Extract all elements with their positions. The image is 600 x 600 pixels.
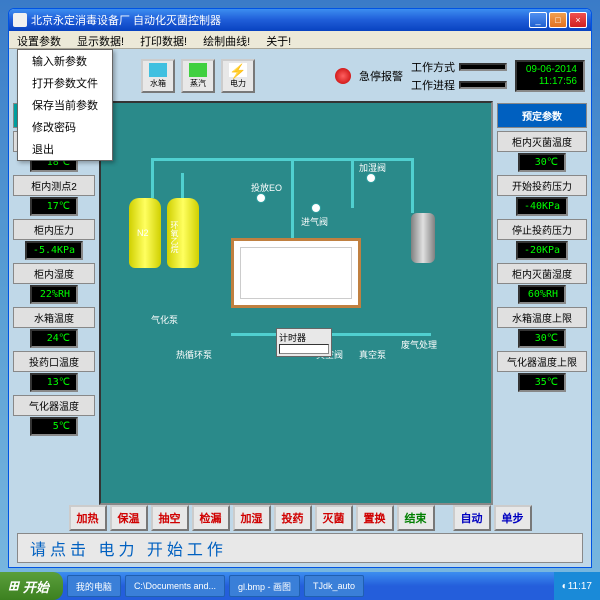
dropdown-new-params[interactable]: 输入新参数 xyxy=(18,50,112,72)
task-button[interactable]: gl.bmp - 画图 xyxy=(229,575,300,597)
prompt-bar: 请点击 电力 开始工作 xyxy=(17,533,583,563)
valve-icon xyxy=(311,203,321,213)
valve-icon xyxy=(256,193,266,203)
maximize-button[interactable]: □ xyxy=(549,12,567,28)
alarm-indicator xyxy=(335,68,351,84)
sterilize-chamber xyxy=(231,238,361,308)
menu-print[interactable]: 打印数据! xyxy=(132,31,195,48)
minimize-button[interactable]: _ xyxy=(529,12,547,28)
close-button[interactable]: × xyxy=(569,12,587,28)
process-diagram: N2 环氧乙烷 投放EO 进气阀 加湿阀 气化泵 热循环泵 真空阀 真空泵 废气… xyxy=(99,101,493,505)
timer-box: 计时器 xyxy=(276,328,332,357)
settings-dropdown: 输入新参数 打开参数文件 保存当前参数 修改密码 退出 xyxy=(17,49,113,161)
humidifier-tank xyxy=(411,213,435,263)
alarm-label: 急停报警 xyxy=(359,68,403,84)
keep-button[interactable]: 保温 xyxy=(110,505,148,531)
task-button[interactable]: TJdk_auto xyxy=(304,575,364,597)
app-icon xyxy=(13,13,27,27)
process-buttons: 加热 保温 抽空 检漏 加湿 投药 灭菌 置换 结束 自动 单步 xyxy=(11,505,589,531)
vacuum-button[interactable]: 抽空 xyxy=(151,505,189,531)
status-item: 气化器温度5℃ xyxy=(13,395,95,436)
task-button[interactable]: C:\Documents and... xyxy=(125,575,225,597)
menu-about[interactable]: 关于! xyxy=(258,31,299,48)
menu-settings[interactable]: 设置参数 xyxy=(9,31,69,48)
status-item: 柜内压力-5.4KPa xyxy=(13,219,95,260)
dose-button[interactable]: 投药 xyxy=(274,505,312,531)
water-tank-button[interactable]: 水箱 xyxy=(141,59,175,93)
progress-value xyxy=(459,81,507,89)
datetime-display: 09-06-201411:17:56 xyxy=(515,60,585,92)
param-item: 开始投药压力-40KPa xyxy=(497,175,587,216)
titlebar: 北京永定消毒设备厂 自动化灭菌控制器 _ □ × xyxy=(9,9,591,31)
right-header: 预定参数 xyxy=(497,103,587,128)
param-item: 气化器温度上限35℃ xyxy=(497,351,587,392)
app-window: 北京永定消毒设备厂 自动化灭菌控制器 _ □ × 设置参数 显示数据! 打印数据… xyxy=(8,8,592,568)
replace-button[interactable]: 置换 xyxy=(356,505,394,531)
window-title: 北京永定消毒设备厂 自动化灭菌控制器 xyxy=(31,12,529,28)
status-item: 投药口温度13℃ xyxy=(13,351,95,392)
param-item: 停止投药压力-20KPa xyxy=(497,219,587,260)
progress-label: 工作进程 xyxy=(411,77,455,93)
dropdown-open-params[interactable]: 打开参数文件 xyxy=(18,72,112,94)
right-params-column: 预定参数 柜内灭菌温度30℃ 开始投药压力-40KPa 停止投药压力-20KPa… xyxy=(495,101,589,505)
auto-button[interactable]: 自动 xyxy=(453,505,491,531)
humidify-button[interactable]: 加湿 xyxy=(233,505,271,531)
clock: 11:17 xyxy=(568,581,592,592)
mode-label: 工作方式 xyxy=(411,59,455,75)
dropdown-exit[interactable]: 退出 xyxy=(18,138,112,160)
status-item: 柜内测点217℃ xyxy=(13,175,95,216)
dropdown-change-pwd[interactable]: 修改密码 xyxy=(18,116,112,138)
heat-button[interactable]: 加热 xyxy=(69,505,107,531)
valve-icon xyxy=(366,173,376,183)
task-button[interactable]: 我的电脑 xyxy=(67,575,121,597)
menu-curve[interactable]: 绘制曲线! xyxy=(195,31,258,48)
taskbar: ⊞开始 我的电脑 C:\Documents and... gl.bmp - 画图… xyxy=(0,572,600,600)
menubar: 设置参数 显示数据! 打印数据! 绘制曲线! 关于! xyxy=(9,31,591,49)
param-item: 柜内灭菌湿度60%RH xyxy=(497,263,587,304)
steam-button[interactable]: 蒸汽 xyxy=(181,59,215,93)
status-item: 柜内湿度22%RH xyxy=(13,263,95,304)
left-status-column: 工作状态 柜内测点118℃ 柜内测点217℃ 柜内压力-5.4KPa 柜内湿度2… xyxy=(11,101,97,505)
sterilize-button[interactable]: 灭菌 xyxy=(315,505,353,531)
dropdown-save-params[interactable]: 保存当前参数 xyxy=(18,94,112,116)
param-item: 水箱温度上限30℃ xyxy=(497,307,587,348)
start-button[interactable]: ⊞开始 xyxy=(0,572,63,600)
menu-display[interactable]: 显示数据! xyxy=(69,31,132,48)
mode-value xyxy=(459,63,507,71)
param-item: 柜内灭菌温度30℃ xyxy=(497,131,587,172)
status-item: 水箱温度24℃ xyxy=(13,307,95,348)
power-button[interactable]: ⚡电力 xyxy=(221,59,255,93)
end-button[interactable]: 结束 xyxy=(397,505,435,531)
step-button[interactable]: 单步 xyxy=(494,505,532,531)
leak-button[interactable]: 检漏 xyxy=(192,505,230,531)
system-tray[interactable]: ◐ 11:17 xyxy=(554,572,600,600)
